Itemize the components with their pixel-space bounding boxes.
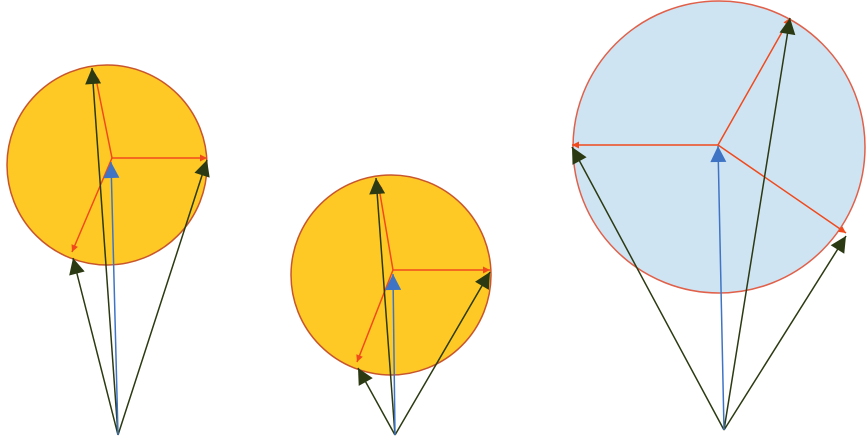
red-arrow <box>92 73 113 159</box>
green-arrow <box>723 235 847 431</box>
green-arrow <box>369 177 396 436</box>
green-arrow <box>723 17 796 431</box>
blue-arrow <box>103 161 120 436</box>
green-arrow <box>117 159 210 436</box>
blue-arrow <box>385 273 402 436</box>
green-arrow <box>394 271 491 436</box>
circle <box>572 0 866 294</box>
green-arrow <box>69 257 119 436</box>
red-arrow <box>717 17 791 146</box>
circle-group-3 <box>571 0 866 431</box>
red-arrow <box>717 144 847 234</box>
circle <box>6 64 208 266</box>
red-arrow <box>375 181 394 271</box>
green-arrow <box>571 146 725 431</box>
green-arrow <box>85 67 119 436</box>
blue-arrow <box>710 145 727 431</box>
circle-group-2 <box>290 174 492 436</box>
green-arrow <box>357 367 396 436</box>
circle-group-1 <box>6 64 210 436</box>
